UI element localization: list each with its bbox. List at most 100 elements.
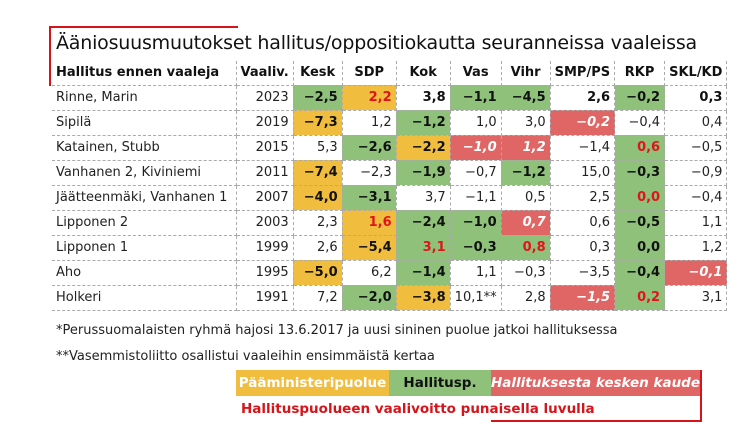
value-cell: −1,4 — [550, 135, 616, 161]
results-table: Hallitus ennen vaaleja Vaaliv. Kesk SDP Kok V… — [52, 61, 728, 311]
column-header: Hallitus ennen vaaleja — [52, 61, 237, 86]
column-header: Kok — [396, 61, 451, 86]
legend-government-party: Hallitusp. — [389, 370, 491, 396]
value-cell: −1,2 — [396, 110, 451, 136]
value-cell: 0,4 — [664, 110, 728, 136]
column-header: Vaaliv. — [236, 61, 294, 86]
column-header: SDP — [342, 61, 397, 86]
value-cell: 5,3 — [293, 135, 343, 161]
election-year-cell: 1999 — [236, 235, 294, 261]
value-cell: 0,2 — [614, 285, 666, 311]
value-cell: 7,2 — [293, 285, 343, 311]
value-cell: −5,0 — [293, 260, 343, 286]
government-name-cell: Katainen, Stubb — [52, 135, 237, 161]
frame-right-line — [700, 370, 702, 422]
value-cell: −7,3 — [293, 110, 343, 136]
frame-left-line — [49, 26, 51, 86]
table-row: Jäätteenmäki, Vanhanen 1 2007 −4,0 −3,1 3,7−… — [52, 185, 728, 211]
value-cell: 0,0 — [614, 185, 666, 211]
value-cell: −1,1 — [450, 185, 502, 211]
value-cell: 3,8 — [396, 85, 451, 111]
election-year-cell: 2019 — [236, 110, 294, 136]
value-cell: −1,2 — [501, 160, 551, 186]
value-cell: 1,1 — [450, 260, 502, 286]
table-title: Ääniosuusmuutokset hallitus/oppositiokau… — [56, 32, 698, 54]
value-cell: −2,5 — [293, 85, 343, 111]
value-cell: −0,7 — [450, 160, 502, 186]
value-cell: 2,6 — [550, 85, 616, 111]
table-row: Aho 1995 −5,0 6,2 −1,4 1,1 −0,3 −3,5 −0,4 −0,1 — [52, 260, 728, 286]
value-cell: 0,0 — [614, 235, 666, 261]
value-cell: −1,5 — [550, 285, 616, 311]
value-cell: −3,1 — [342, 185, 397, 211]
column-header: Kesk — [293, 61, 343, 86]
value-cell: −0,2 — [550, 110, 616, 136]
value-cell: −1,0 — [450, 210, 502, 236]
value-cell: −0,1 — [664, 260, 728, 286]
government-name-cell: Lipponen 1 — [52, 235, 237, 261]
value-cell: 1,2 — [342, 110, 397, 136]
value-cell: 1,2 — [501, 135, 551, 161]
value-cell: −3,5 — [550, 260, 616, 286]
value-cell: −2,3 — [342, 160, 397, 186]
election-year-cell: 2015 — [236, 135, 294, 161]
value-cell: −2,6 — [342, 135, 397, 161]
value-cell: −1,4 — [396, 260, 451, 286]
value-cell: −2,4 — [396, 210, 451, 236]
value-cell: 0,6 — [614, 135, 666, 161]
table-row: Katainen, Stubb 2015 5,3 −2,6 −2,2 −1,0 1,2 −1,… — [52, 135, 728, 161]
value-cell: −2,2 — [396, 135, 451, 161]
government-name-cell: Jäätteenmäki, Vanhanen 1 — [52, 185, 237, 211]
value-cell: −0,3 — [450, 235, 502, 261]
legend-left-mid-term: Hallituksesta kesken kauden — [491, 370, 700, 396]
value-cell: −5,4 — [342, 235, 397, 261]
footnote-ps: *Perussuomalaisten ryhmä hajosi 13.6.201… — [56, 323, 618, 338]
election-year-cell: 2023 — [236, 85, 294, 111]
frame-top-line — [49, 26, 238, 28]
value-cell: −4,5 — [501, 85, 551, 111]
election-year-cell: 2007 — [236, 185, 294, 211]
value-cell: 2,3 — [293, 210, 343, 236]
value-cell: 0,6 — [550, 210, 616, 236]
value-cell: −0,4 — [614, 260, 666, 286]
column-header: RKP — [614, 61, 666, 86]
value-cell: 2,8 — [501, 285, 551, 311]
value-cell: 15,0 — [550, 160, 616, 186]
election-year-cell: 2011 — [236, 160, 294, 186]
table-row: Vanhanen 2, Kiviniemi 2011 −7,4 −2,3 −1,9 −0,… — [52, 160, 728, 186]
value-cell: 2,5 — [550, 185, 616, 211]
value-cell: 0,8 — [501, 235, 551, 261]
table-row: Rinne, Marin 2023 −2,5 2,2 3,8 −1,1 −4,5 2,6 −0,… — [52, 85, 728, 111]
value-cell: 6,2 — [342, 260, 397, 286]
column-header: Vihr — [501, 61, 551, 86]
value-cell: 0,5 — [501, 185, 551, 211]
government-name-cell: Holkeri — [52, 285, 237, 311]
government-name-cell: Vanhanen 2, Kiviniemi — [52, 160, 237, 186]
value-cell: −4,0 — [293, 185, 343, 211]
footnote-vas: **Vasemmistoliitto osallistui vaaleihin … — [56, 349, 435, 364]
value-cell: −3,8 — [396, 285, 451, 311]
value-cell: −0,3 — [614, 160, 666, 186]
value-cell: −0,9 — [664, 160, 728, 186]
frame-bottom-line — [491, 420, 702, 422]
government-name-cell: Sipilä — [52, 110, 237, 136]
column-header: SKL/KD — [664, 61, 728, 86]
value-cell: 1,1 — [664, 210, 728, 236]
government-name-cell: Lipponen 2 — [52, 210, 237, 236]
value-cell: 3,1 — [664, 285, 728, 311]
value-cell: −0,5 — [664, 135, 728, 161]
value-cell: −0,4 — [664, 185, 728, 211]
value-cell: 2,2 — [342, 85, 397, 111]
government-name-cell: Aho — [52, 260, 237, 286]
value-cell: −0,3 — [501, 260, 551, 286]
value-cell: −1,0 — [450, 135, 502, 161]
value-cell: −1,1 — [450, 85, 502, 111]
header-row: Hallitus ennen vaaleja Vaaliv. Kesk SDP Kok V… — [52, 61, 728, 86]
table-row: Holkeri 1991 7,2 −2,0 −3,8 10,1** 2,8 −1,5 0,2 3,… — [52, 285, 728, 311]
value-cell: 1,0 — [450, 110, 502, 136]
value-cell: −7,4 — [293, 160, 343, 186]
legend-gain-note: Hallituspuolueen vaalivoitto punaisella … — [241, 401, 595, 417]
value-cell: −2,0 — [342, 285, 397, 311]
value-cell: −0,5 — [614, 210, 666, 236]
